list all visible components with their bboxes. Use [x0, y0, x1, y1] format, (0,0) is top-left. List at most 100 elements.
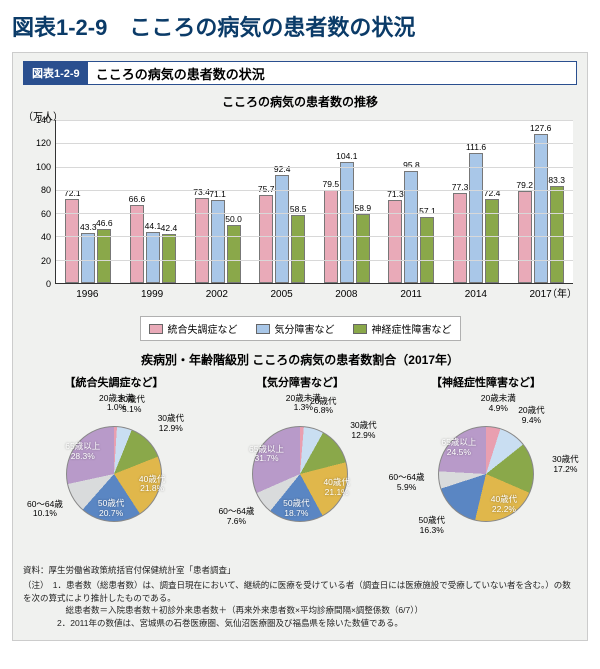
- pie-column: 【神経症性障害など】20歳未満4.9%20歳代9.4%30歳代17.2%40歳代…: [395, 374, 577, 554]
- bar: 72.1: [65, 199, 79, 283]
- y-tick: 20: [41, 256, 51, 266]
- note-line: 2．2011年の数値は、宮城県の石巻医療圏、気仙沼医療圏及び福島県を除いた数値で…: [23, 617, 577, 630]
- bar-value-label: 73.4: [193, 187, 210, 197]
- bar-value-label: 83.3: [548, 175, 565, 185]
- bar-value-label: 43.3: [80, 222, 97, 232]
- pie-box: 20歳未満1.0%20歳代5.1%30歳代12.9%40歳代21.8%50歳代2…: [23, 394, 205, 554]
- page-title: 図表1-2-9 こころの病気の患者数の状況: [12, 10, 588, 42]
- x-tick-label: 2014: [444, 289, 509, 300]
- bar: 44.1: [146, 232, 160, 283]
- bar-value-label: 79.5: [323, 179, 340, 189]
- pie-slice-label: 20歳未満4.9%: [481, 395, 516, 415]
- pie-slice-label: 50歳代20.7%: [98, 499, 124, 519]
- bar-group: 77.3111.672.4: [444, 120, 509, 283]
- pie-column: 【統合失調症など】20歳未満1.0%20歳代5.1%30歳代12.9%40歳代2…: [23, 374, 205, 554]
- note-line: 総患者数＝入院患者数＋初診外来患者数＋（再来外来患者数×平均診療間隔×調整係数（…: [23, 604, 577, 617]
- pie-slice-label: 30歳代12.9%: [158, 415, 184, 435]
- bar: 75.7: [259, 195, 273, 283]
- x-tick-label: 2011: [379, 289, 444, 300]
- bar-legend: 統合失調症など 気分障害など 神経症性障害など: [140, 316, 461, 341]
- pie-slice-label: 40歳代21.1%: [323, 478, 349, 498]
- legend-item: 気分障害など: [256, 321, 335, 336]
- legend-label: 統合失調症など: [168, 321, 238, 336]
- legend-swatch: [149, 324, 163, 334]
- pie-slice-label: 65歳以上24.5%: [441, 438, 476, 458]
- pie-title: 【気分障害など】: [209, 374, 391, 390]
- bar-value-label: 44.1: [145, 221, 162, 231]
- bar: 127.6: [534, 134, 548, 283]
- legend-label: 神経症性障害など: [372, 321, 452, 336]
- pie-slice-label: 50歳代16.3%: [418, 516, 444, 536]
- x-tick-label: 2005: [249, 289, 314, 300]
- bar: 57.1: [420, 217, 434, 283]
- x-tick-label: 2008: [314, 289, 379, 300]
- bar: 58.9: [356, 214, 370, 283]
- bar-group: 79.5104.158.9: [315, 120, 380, 283]
- y-tick: 80: [41, 185, 51, 195]
- x-axis-unit: （年）: [547, 285, 577, 300]
- footnotes: 資料：厚生労働省政策統括官付保健統計室「患者調査」 （注） 1．患者数（総患者数…: [23, 564, 577, 630]
- source-line: 資料：厚生労働省政策統括官付保健統計室「患者調査」: [23, 564, 577, 577]
- bar-value-label: 104.1: [336, 151, 357, 161]
- bar-group: 66.644.142.4: [121, 120, 186, 283]
- y-tick: 100: [36, 162, 51, 172]
- y-axis: 020406080100120140: [27, 120, 53, 284]
- legend-label: 気分障害など: [275, 321, 335, 336]
- bar: 73.4: [195, 198, 209, 283]
- pie-box: 20歳未満4.9%20歳代9.4%30歳代17.2%40歳代22.2%50歳代1…: [395, 394, 577, 554]
- bar: 72.4: [485, 199, 499, 283]
- bar-value-label: 79.2: [516, 180, 533, 190]
- bar-group: 72.143.346.6: [56, 120, 121, 283]
- bar-value-label: 66.6: [129, 194, 146, 204]
- pie-title: 【統合失調症など】: [23, 374, 205, 390]
- y-tick: 120: [36, 138, 51, 148]
- bar-chart: （万人） 020406080100120140 72.143.346.666.6…: [23, 112, 577, 312]
- x-axis: 19961999200220052008201120142017: [55, 289, 573, 300]
- bar: 58.5: [291, 215, 305, 283]
- bar: 83.3: [550, 186, 564, 283]
- x-tick-label: 1996: [55, 289, 120, 300]
- bar-group: 71.395.857.1: [379, 120, 444, 283]
- bar: 77.3: [453, 193, 467, 283]
- pie-title: 【神経症性障害など】: [395, 374, 577, 390]
- pie-column: 【気分障害など】 20歳未満1.3%20歳代6.8%30歳代12.9%40歳代21…: [209, 374, 391, 554]
- bar-value-label: 127.6: [530, 123, 551, 133]
- bar-chart-title: こころの病気の患者数の推移: [23, 93, 577, 110]
- pie-slice-label: 20歳代6.8%: [310, 397, 336, 417]
- bar: 92.4: [275, 175, 289, 283]
- pie-slice-label: 50歳代18.7%: [283, 499, 309, 519]
- bar: 43.3: [81, 233, 95, 283]
- pie-slice-label: 65歳以上31.7%: [249, 445, 284, 465]
- bar-group: 75.792.458.5: [250, 120, 315, 283]
- bar-group: 79.2127.683.3: [508, 120, 573, 283]
- pie-slice-label: 30歳代17.2%: [552, 455, 578, 475]
- pie-slice-label: 65歳以上28.3%: [65, 442, 100, 462]
- y-tick: 140: [36, 115, 51, 125]
- x-tick-label: 1999: [120, 289, 185, 300]
- legend-item: 神経症性障害など: [353, 321, 452, 336]
- bar-value-label: 42.4: [161, 223, 178, 233]
- bar-group: 73.471.150.0: [185, 120, 250, 283]
- legend-swatch: [256, 324, 270, 334]
- legend-swatch: [353, 324, 367, 334]
- y-tick: 0: [46, 279, 51, 289]
- pie-slice-label: 20歳代9.4%: [518, 406, 544, 426]
- note-line: （注） 1．患者数（総患者数）は、調査日現在において、継続的に医療を受けている者…: [23, 579, 577, 605]
- pie-slice-label: 40歳代21.8%: [139, 475, 165, 495]
- bar-value-label: 95.8: [403, 160, 420, 170]
- pies-title: 疾病別・年齢階級別 こころの病気の患者数割合（2017年）: [23, 351, 577, 368]
- bar: 42.4: [162, 234, 176, 283]
- bar: 66.6: [130, 205, 144, 283]
- subtitle-tag: 図表1-2-9: [24, 62, 88, 84]
- bar-value-label: 50.0: [225, 214, 242, 224]
- pie-slice-label: 20歳代5.1%: [118, 396, 144, 416]
- bar-value-label: 46.6: [96, 218, 113, 228]
- subtitle-text: こころの病気の患者数の状況: [88, 64, 265, 83]
- pie-slice-label: 60～64歳5.9%: [389, 473, 425, 493]
- bar: 104.1: [340, 162, 354, 283]
- bar: 111.6: [469, 153, 483, 283]
- pie-slice-label: 60～64歳7.6%: [218, 507, 254, 527]
- pie-box: 20歳未満1.3%20歳代6.8%30歳代12.9%40歳代21.1%50歳代1…: [209, 394, 391, 554]
- bar-value-label: 58.9: [355, 203, 372, 213]
- legend-item: 統合失調症など: [149, 321, 238, 336]
